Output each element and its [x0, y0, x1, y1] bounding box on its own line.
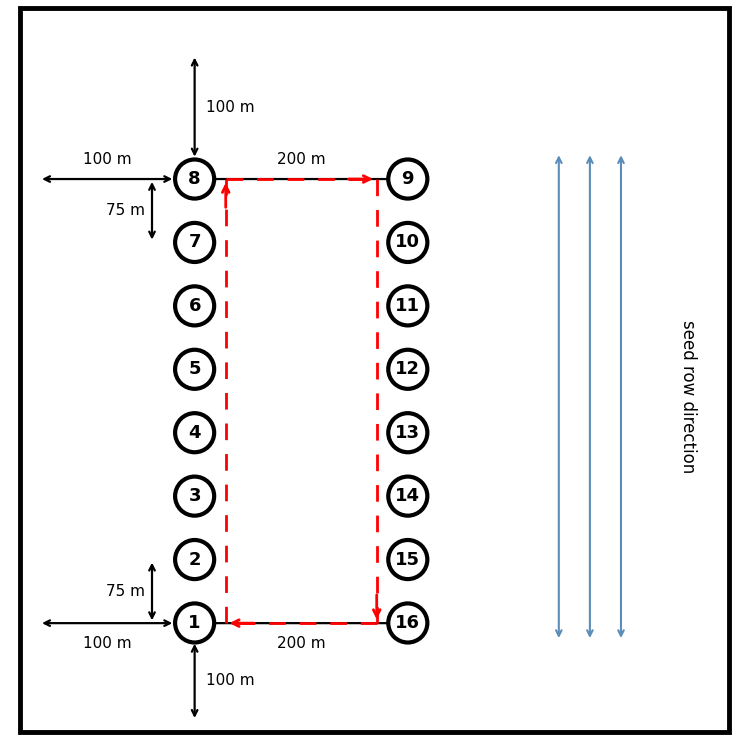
Text: 3: 3 — [189, 487, 201, 505]
Text: 100 m: 100 m — [206, 673, 255, 688]
Text: 8: 8 — [188, 170, 201, 188]
Text: 14: 14 — [395, 487, 420, 505]
Text: 7: 7 — [189, 233, 201, 252]
Circle shape — [388, 160, 428, 198]
Text: 100 m: 100 m — [83, 636, 132, 650]
Circle shape — [388, 350, 428, 388]
Circle shape — [175, 540, 214, 579]
Circle shape — [388, 540, 428, 579]
Circle shape — [175, 286, 214, 326]
Text: 1: 1 — [189, 614, 201, 632]
Text: 12: 12 — [395, 360, 420, 378]
Text: 16: 16 — [395, 614, 420, 632]
Circle shape — [175, 477, 214, 516]
Text: 75 m: 75 m — [106, 204, 145, 218]
Text: 100 m: 100 m — [83, 152, 132, 166]
Text: 9: 9 — [401, 170, 414, 188]
Text: 13: 13 — [395, 424, 420, 442]
Text: 4: 4 — [189, 424, 201, 442]
Text: 100 m: 100 m — [206, 100, 255, 115]
Circle shape — [388, 603, 428, 642]
Text: 5: 5 — [189, 360, 201, 378]
Circle shape — [388, 286, 428, 326]
Circle shape — [175, 603, 214, 642]
Circle shape — [388, 413, 428, 452]
Circle shape — [175, 160, 214, 198]
Text: seed row direction: seed row direction — [679, 320, 697, 474]
Circle shape — [175, 413, 214, 452]
Circle shape — [388, 223, 428, 262]
Text: 75 m: 75 m — [106, 584, 145, 599]
Text: 2: 2 — [189, 551, 201, 568]
Text: 10: 10 — [395, 233, 420, 252]
Circle shape — [388, 477, 428, 516]
Text: 11: 11 — [395, 297, 420, 315]
Text: 15: 15 — [395, 551, 420, 568]
Text: 6: 6 — [189, 297, 201, 315]
Text: 200 m: 200 m — [277, 636, 326, 650]
Circle shape — [175, 350, 214, 388]
Circle shape — [175, 223, 214, 262]
Text: 200 m: 200 m — [277, 152, 326, 166]
